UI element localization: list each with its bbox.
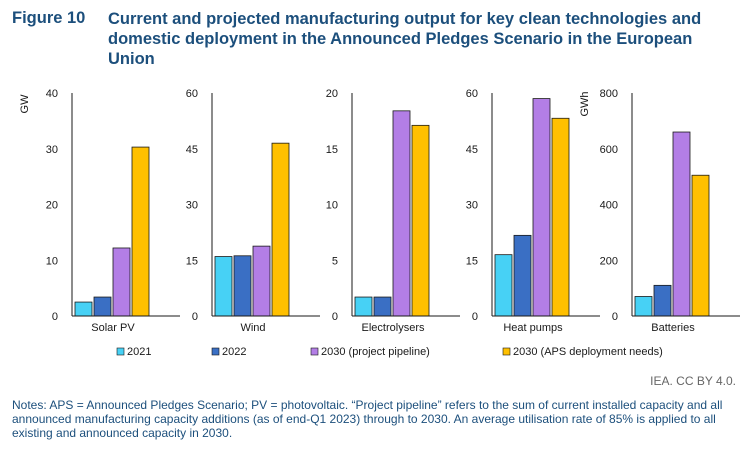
bar: [74, 301, 93, 317]
panel-category-label: Electrolysers: [362, 322, 425, 334]
bar: [271, 142, 290, 317]
bar: [672, 131, 691, 317]
y-tick-label: 45: [186, 144, 198, 156]
bar: [93, 296, 112, 317]
y-tick-label: 0: [192, 311, 198, 323]
y-tick-label: 0: [612, 311, 618, 323]
legend-label: 2022: [222, 346, 246, 358]
panel-category-label: Heat pumps: [503, 322, 563, 334]
notes-text: Notes: APS = Announced Pledges Scenario;…: [12, 398, 723, 440]
credit-text: IEA. CC BY 4.0.: [650, 374, 736, 388]
bar: [411, 124, 430, 317]
y-tick-label: 800: [600, 88, 618, 100]
y-tick-label: 20: [46, 200, 58, 212]
bar: [691, 174, 710, 317]
y-tick-label: 15: [326, 144, 338, 156]
y-tick-label: 15: [186, 255, 198, 267]
figure-title: Current and projected manufacturing outp…: [108, 10, 702, 68]
legend-label: 2030 (project pipeline): [321, 346, 430, 358]
panel-category-label: Batteries: [651, 322, 695, 334]
bar: [513, 234, 532, 317]
bar: [551, 117, 570, 317]
bar: [634, 296, 653, 317]
y-tick-label: 0: [52, 311, 58, 323]
y-tick-label: 0: [332, 311, 338, 323]
panel-category-label: Solar PV: [91, 322, 135, 334]
y-tick-label: 0: [472, 311, 478, 323]
bar: [214, 256, 233, 317]
bar: [112, 247, 131, 317]
figure-label: Figure 10: [12, 9, 86, 27]
y-tick-label: 40: [46, 88, 58, 100]
legend-swatch: [116, 347, 125, 356]
legend-label: 2021: [127, 346, 151, 358]
panel-category-label: Wind: [240, 322, 265, 334]
bar: [494, 254, 513, 317]
y-tick-label: 400: [600, 200, 618, 212]
y-axis-unit-label: GW: [19, 94, 31, 114]
y-tick-label: 15: [466, 255, 478, 267]
bar: [354, 296, 373, 317]
bar: [233, 255, 252, 317]
y-tick-label: 600: [600, 144, 618, 156]
legend-swatch: [211, 347, 220, 356]
bar: [373, 296, 392, 317]
charts-area: 0 10 20 30 40 GW Solar PV 0 15 30 45 60 Wind 0 5 10 15 20…: [19, 88, 740, 358]
y-tick-label: 200: [600, 255, 618, 267]
y-tick-label: 10: [326, 200, 338, 212]
y-tick-label: 5: [332, 255, 338, 267]
bar: [532, 98, 551, 317]
y-axis-unit-label: GWh: [579, 91, 591, 116]
y-tick-label: 30: [186, 200, 198, 212]
y-tick-label: 30: [466, 200, 478, 212]
legend-label: 2030 (APS deployment needs): [513, 346, 663, 358]
y-tick-label: 45: [466, 144, 478, 156]
y-tick-label: 60: [466, 88, 478, 100]
legend-swatch: [310, 347, 319, 356]
bar: [653, 284, 672, 317]
bar: [392, 110, 411, 317]
bar: [131, 146, 150, 317]
y-tick-label: 30: [46, 144, 58, 156]
y-tick-label: 10: [46, 255, 58, 267]
legend-swatch: [502, 347, 511, 356]
y-tick-label: 20: [326, 88, 338, 100]
y-tick-label: 60: [186, 88, 198, 100]
bar: [252, 245, 271, 317]
